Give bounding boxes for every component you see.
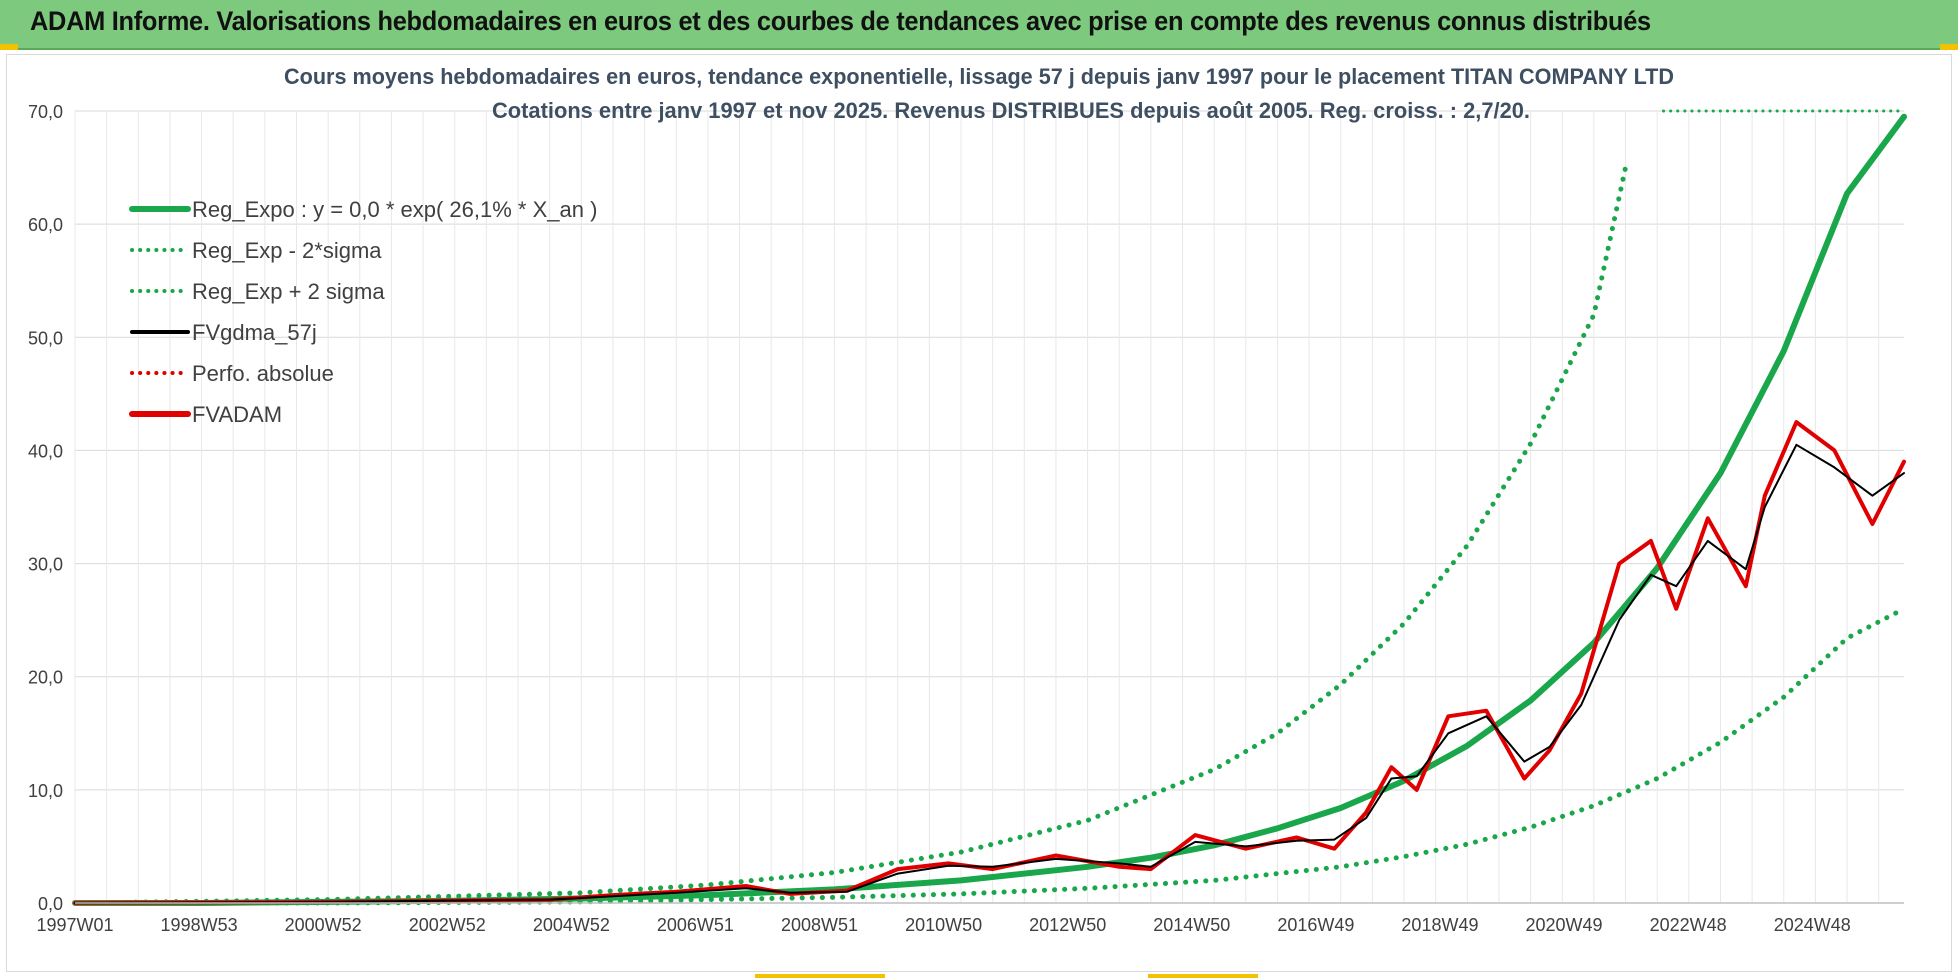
x-tick-label: 2018W49 <box>1401 915 1478 935</box>
x-tick-label: 2016W49 <box>1277 915 1354 935</box>
legend-label: FVgdma_57j <box>192 320 317 345</box>
series-reg-exp-2-sigma <box>72 606 1907 906</box>
title-background <box>269 61 1689 91</box>
chart-title-line1: Cours moyens hebdomadaires en euros, ten… <box>284 64 1674 89</box>
x-tick-label: 2022W48 <box>1650 915 1727 935</box>
series-fvgdma-57j <box>74 443 1905 904</box>
legend-label: Reg_Exp - 2*sigma <box>192 238 382 263</box>
y-tick-label: 60,0 <box>28 215 63 235</box>
x-tick-label: 2014W50 <box>1153 915 1230 935</box>
banner-corner-marker-right <box>1940 44 1958 50</box>
legend-label: Reg_Exp + 2 sigma <box>192 279 385 304</box>
series-fvadam <box>73 420 1906 905</box>
y-tick-label: 0,0 <box>38 894 63 914</box>
chart-svg: 0,0 10,0 20,0 30,0 40,0 50,0 60,0 70,0 1997W01 19… <box>28 61 1907 935</box>
chart-title-line2: Cotations entre janv 1997 et nov 2025. R… <box>492 98 1530 123</box>
report-banner: ADAM Informe. Valorisations hebdomadaire… <box>0 0 1958 50</box>
legend-label: Perfo. absolue <box>192 361 334 386</box>
legend-label: FVADAM <box>192 402 282 427</box>
x-tick-label: 2024W48 <box>1774 915 1851 935</box>
legend-label: Reg_Expo : y = 0,0 * exp( 26,1% * X_an ) <box>192 197 597 222</box>
x-tick-label: 2000W52 <box>285 915 362 935</box>
grid-layer <box>74 110 1904 904</box>
y-tick-label: 30,0 <box>28 555 63 575</box>
y-tick-label: 20,0 <box>28 668 63 688</box>
x-tick-label: 1997W01 <box>36 915 113 935</box>
x-tick-label: 2008W51 <box>781 915 858 935</box>
x-tick-label: 2020W49 <box>1526 915 1603 935</box>
report-title: ADAM Informe. Valorisations hebdomadaire… <box>30 6 1651 36</box>
y-tick-label: 10,0 <box>28 781 63 801</box>
series-reg-exp-2-sigma <box>72 165 1628 906</box>
x-tick-label: 1998W53 <box>161 915 238 935</box>
x-tick-label: 2012W50 <box>1029 915 1106 935</box>
y-tick-label: 70,0 <box>28 102 63 122</box>
x-tick-label: 2004W52 <box>533 915 610 935</box>
x-tick-label: 2002W52 <box>409 915 486 935</box>
sheet-tab-marker <box>755 974 885 978</box>
y-tick-label: 50,0 <box>28 328 63 348</box>
banner-corner-marker-left <box>0 44 18 50</box>
series-layer <box>72 109 1907 906</box>
axis-layer: 0,0 10,0 20,0 30,0 40,0 50,0 60,0 70,0 1997W01 19… <box>28 102 1904 935</box>
sheet-tab-marker <box>1148 974 1258 978</box>
chart-frame: 0,0 10,0 20,0 30,0 40,0 50,0 60,0 70,0 1997W01 19… <box>6 54 1952 972</box>
x-tick-label: 2006W51 <box>657 915 734 935</box>
chart-title-group: Cours moyens hebdomadaires en euros, ten… <box>269 61 1689 123</box>
x-tick-label: 2010W50 <box>905 915 982 935</box>
legend: Reg_Expo : y = 0,0 * exp( 26,1% * X_an )… <box>129 197 597 427</box>
y-tick-label: 40,0 <box>28 441 63 461</box>
series-reg-expo <box>72 113 1907 906</box>
